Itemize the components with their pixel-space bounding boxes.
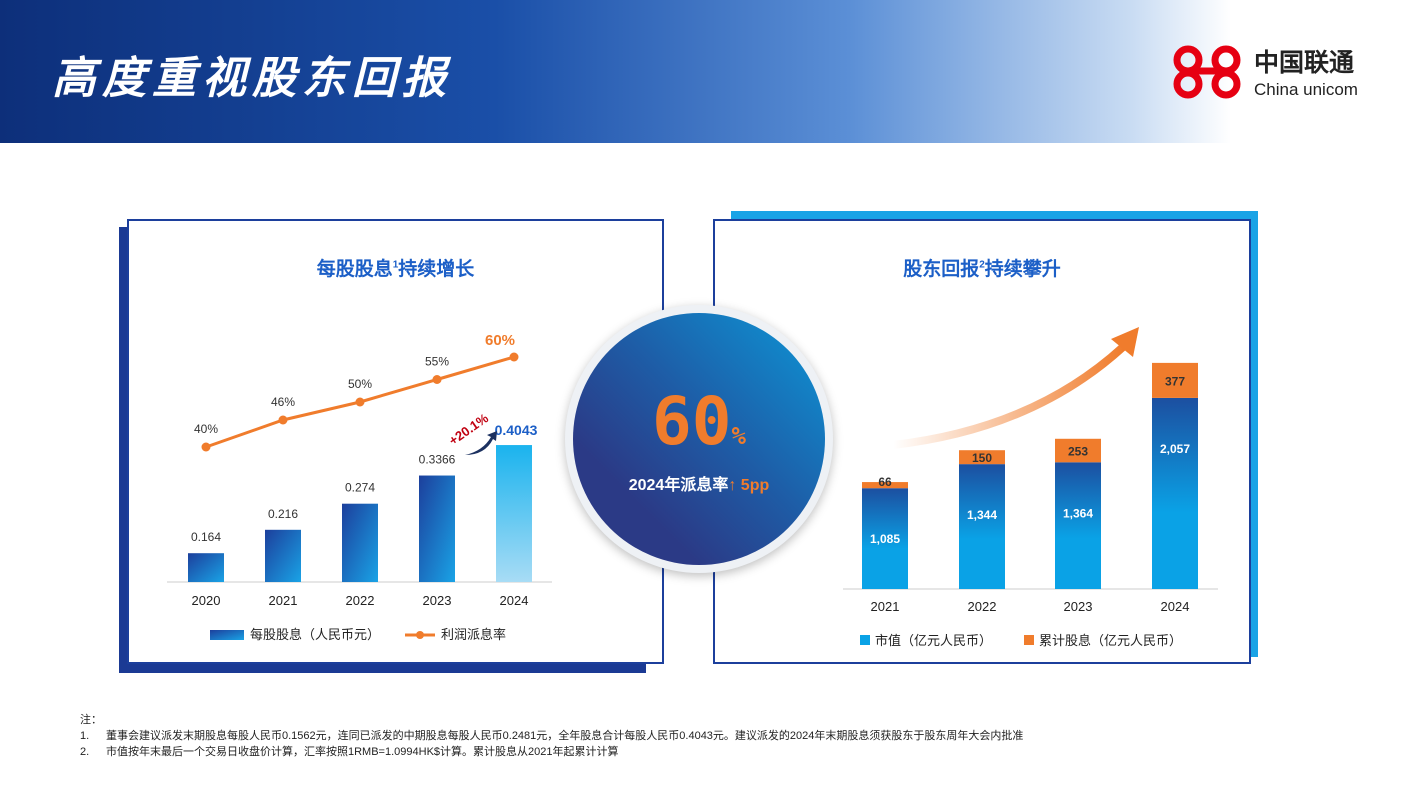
year-tick-label: 2021 — [269, 593, 298, 608]
dps-bar — [419, 475, 455, 582]
market-cap-label: 1,344 — [967, 508, 997, 522]
dividend-label: 253 — [1068, 445, 1088, 459]
arrow-up-icon: ↑ — [728, 477, 737, 494]
dividend-label: 66 — [878, 475, 892, 489]
return-panel-title: 股东回报2持续攀升 — [903, 259, 1061, 280]
year-tick-label: 2023 — [1064, 599, 1093, 614]
payout-value: 60% — [652, 383, 746, 460]
payout-ratio-label: 46% — [271, 395, 295, 409]
return-chart: 1,085 66 2021 1,344 150 2022 1,364 253 2023 2,057… — [843, 327, 1218, 648]
legend-dividend-label: 累计股息（亿元人民币） — [1039, 633, 1182, 648]
dividend-bar — [862, 482, 908, 489]
payout-ratio-point — [201, 442, 211, 452]
market-cap-label: 1,364 — [1063, 506, 1093, 520]
payout-ratio-label: 60% — [485, 332, 515, 349]
legend-line-label: 利润派息率 — [441, 627, 506, 642]
china-unicom-logo: 中国联通 China unicom — [1166, 40, 1358, 102]
market-cap-bar — [1055, 462, 1101, 589]
legend-line-marker — [416, 631, 424, 639]
market-cap-label: 1,085 — [870, 532, 900, 546]
year-tick-label: 2023 — [423, 593, 452, 608]
dps-value-label: 0.164 — [191, 530, 221, 544]
header-banner: 高度重视股东回报 中国联通 China unicom — [0, 0, 1415, 143]
notes-heading: 注： — [80, 714, 102, 726]
growth-label: +20.1% — [446, 410, 491, 448]
legend-market-swatch — [860, 635, 870, 645]
dps-panel-title: 每股股息1持续增长 — [316, 259, 475, 280]
payout-ratio-label: 40% — [194, 422, 218, 436]
payout-ratio-point — [432, 375, 442, 384]
dividend-label: 377 — [1165, 374, 1185, 388]
page-title: 高度重视股东回报 — [52, 53, 452, 104]
dps-bar — [496, 445, 532, 582]
dps-value-label: 0.4043 — [495, 422, 538, 438]
payout-ratio-label: 50% — [348, 377, 372, 391]
dps-value-label: 0.274 — [345, 481, 375, 495]
payout-ratio-label: 55% — [425, 355, 449, 369]
trend-arrowhead-icon — [1111, 327, 1139, 357]
payout-highlight-circle: 60% 2024年派息率↑ 5pp — [565, 305, 833, 573]
footnotes: 注： 1. 董事会建议派发末期股息每股人民币0.1562元，连同已派发的中期股息每… — [80, 712, 1023, 760]
footnote-1: 1. 董事会建议派发末期股息每股人民币0.1562元，连同已派发的中期股息每股人民… — [80, 730, 1024, 742]
year-tick-label: 2022 — [968, 599, 997, 614]
dividend-bar — [959, 450, 1005, 465]
growth-arrow-icon — [465, 431, 497, 455]
trend-arrow — [892, 344, 1126, 449]
payout-label: 2024年派息率↑ 5pp — [628, 477, 770, 494]
logo-cn: 中国联通 — [1254, 48, 1355, 77]
market-cap-bar — [862, 488, 908, 589]
logo-en: China unicom — [1254, 79, 1358, 99]
dps-value-label: 0.216 — [268, 507, 298, 521]
dividend-bar — [1055, 438, 1101, 463]
year-tick-label: 2021 — [871, 599, 900, 614]
year-tick-label: 2024 — [1161, 599, 1190, 614]
legend-bar-label: 每股股息（人民币元） — [250, 627, 380, 642]
legend-market-label: 市值（亿元人民币） — [875, 633, 992, 648]
dps-bar — [342, 503, 378, 582]
dps-value-label: 0.3366 — [419, 453, 456, 467]
payout-ratio-point — [278, 415, 288, 425]
year-tick-label: 2024 — [500, 593, 529, 608]
year-tick-label: 2022 — [346, 593, 375, 608]
unicom-knot-icon — [1173, 45, 1241, 99]
footnote-2: 2. 市值按年末最后一个交易日收盘价计算，汇率按照1RMB=1.0994HK$计算… — [80, 746, 619, 758]
payout-ratio-point — [355, 397, 365, 407]
dps-bar — [188, 553, 224, 582]
dividend-bar — [1152, 362, 1198, 398]
market-cap-bar — [1152, 397, 1198, 589]
dps-chart: 0.164 2020 0.216 2021 0.274 2022 0.3366 2023 0.4… — [167, 332, 552, 642]
dividend-label: 150 — [972, 451, 992, 465]
legend-bar-swatch — [210, 630, 244, 640]
dps-bar — [265, 529, 301, 582]
market-cap-bar — [959, 464, 1005, 589]
market-cap-label: 2,057 — [1160, 442, 1190, 456]
payout-ratio-point — [509, 352, 519, 362]
legend-dividend-swatch — [1024, 635, 1034, 645]
year-tick-label: 2020 — [192, 593, 221, 608]
